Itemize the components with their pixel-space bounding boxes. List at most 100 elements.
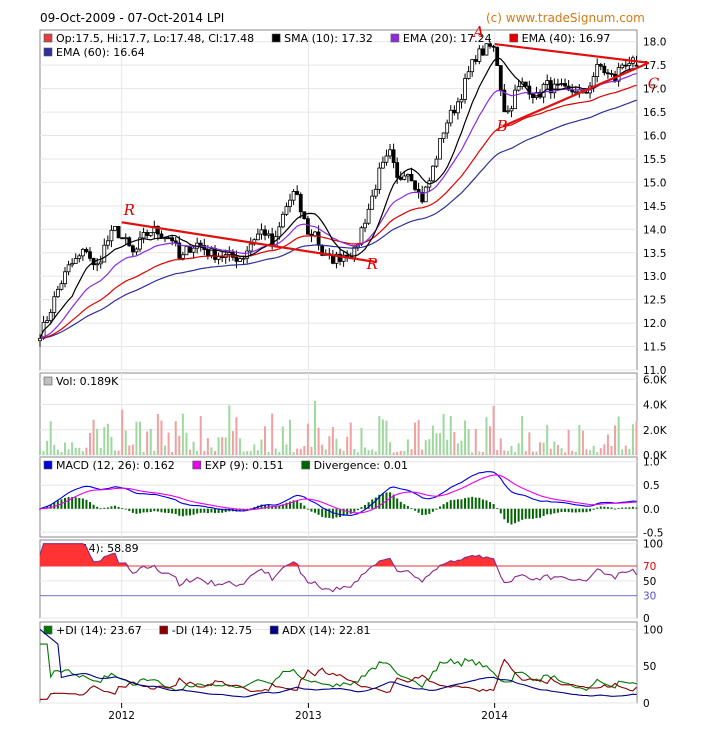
volume-bar bbox=[96, 428, 99, 455]
volume-bar bbox=[596, 452, 599, 455]
divergence-bar bbox=[467, 497, 470, 509]
divergence-bar bbox=[260, 504, 263, 509]
divergence-bar bbox=[331, 508, 334, 519]
candle-body bbox=[45, 320, 50, 323]
volume-bar bbox=[364, 447, 367, 455]
volume-bar bbox=[174, 421, 177, 455]
candle-body bbox=[620, 64, 625, 69]
divergence-bar bbox=[353, 508, 356, 512]
volume-bar bbox=[539, 442, 542, 455]
volume-bar bbox=[92, 419, 95, 455]
candle-body bbox=[548, 80, 553, 94]
volume-bar bbox=[449, 415, 452, 455]
divergence-bar bbox=[178, 508, 181, 516]
volume-bar bbox=[296, 448, 299, 455]
legend-label: Vol: 0.189K bbox=[56, 375, 119, 388]
divergence-bar bbox=[185, 508, 188, 516]
volume-bar bbox=[392, 452, 395, 455]
volume-bar bbox=[614, 425, 617, 455]
legend-label: -DI (14): 12.75 bbox=[172, 624, 252, 637]
y-tick-label: 15.0 bbox=[643, 177, 666, 189]
divergence-bar bbox=[214, 508, 217, 514]
sma-10-line bbox=[39, 57, 637, 339]
candle-body bbox=[291, 191, 296, 201]
legend-label: EMA (60): 16.64 bbox=[56, 46, 145, 59]
volume-bar bbox=[574, 451, 577, 455]
volume-bar bbox=[421, 449, 424, 455]
candle-body bbox=[284, 206, 289, 215]
divergence-bar bbox=[539, 508, 542, 518]
divergence-bar bbox=[356, 508, 359, 511]
divergence-bar bbox=[567, 508, 570, 513]
candle-body bbox=[506, 110, 510, 113]
volume-bar bbox=[189, 449, 192, 455]
y-tick-label: 12.0 bbox=[643, 318, 666, 330]
divergence-bar bbox=[289, 501, 292, 509]
candle-body bbox=[38, 337, 42, 342]
candle-body bbox=[105, 240, 110, 246]
candle-body bbox=[277, 226, 282, 238]
divergence-bar bbox=[474, 497, 477, 509]
divergence-bar bbox=[339, 508, 342, 518]
volume-bar bbox=[428, 439, 431, 455]
volume-bar bbox=[121, 409, 124, 455]
divergence-bar bbox=[314, 508, 317, 513]
volume-bar bbox=[331, 427, 334, 455]
divergence-bar bbox=[92, 504, 95, 509]
x-tick-label: 2014 bbox=[481, 710, 508, 722]
annotation-r: R bbox=[123, 201, 135, 219]
volume-bar bbox=[353, 449, 356, 455]
divergence-bar bbox=[546, 508, 549, 515]
divergence-bar bbox=[299, 502, 302, 509]
volume-bar bbox=[367, 450, 370, 455]
volume-bar bbox=[324, 449, 327, 455]
y-tick-label: 16.0 bbox=[643, 131, 666, 143]
candle-body bbox=[98, 261, 103, 265]
volume-bar bbox=[403, 451, 406, 455]
volume-bar bbox=[414, 422, 417, 455]
candle-body bbox=[595, 63, 600, 78]
divergence-bar bbox=[485, 500, 488, 509]
volume-bar bbox=[106, 423, 109, 455]
y-tick-label: 14.0 bbox=[643, 224, 666, 236]
candle-body bbox=[388, 149, 392, 157]
divergence-bar bbox=[589, 508, 592, 512]
candle-body bbox=[220, 256, 225, 258]
volume-bar bbox=[303, 446, 306, 455]
volume-bar bbox=[339, 448, 342, 455]
candle-body bbox=[423, 186, 428, 203]
candle-body bbox=[95, 263, 100, 266]
volume-bar bbox=[499, 438, 502, 455]
legend-swatch bbox=[192, 460, 202, 470]
volume-bar bbox=[264, 426, 267, 455]
candle-body bbox=[484, 43, 489, 56]
candle-body bbox=[441, 132, 446, 139]
volume-bar bbox=[224, 437, 227, 455]
volume-bar bbox=[374, 451, 377, 455]
divergence-bar bbox=[206, 508, 209, 514]
candle-body bbox=[288, 199, 292, 208]
candle-body bbox=[188, 246, 192, 253]
divergence-bar bbox=[292, 500, 295, 509]
divergence-bar bbox=[460, 499, 463, 509]
candle-body bbox=[316, 231, 321, 246]
volume-bar bbox=[99, 447, 102, 455]
candle-body bbox=[509, 108, 514, 112]
candle-body bbox=[77, 255, 82, 259]
y-tick-label: 0.0 bbox=[643, 504, 660, 516]
ema-20-line bbox=[39, 73, 637, 339]
volume-bar bbox=[253, 444, 256, 455]
legend-label: Divergence: 0.01 bbox=[314, 459, 408, 472]
volume-bar bbox=[53, 444, 56, 455]
candle-body bbox=[563, 83, 567, 87]
volume-bar bbox=[285, 444, 288, 455]
divergence-bar bbox=[103, 507, 106, 509]
divergence-bar bbox=[146, 508, 149, 513]
candle-body bbox=[606, 72, 610, 75]
volume-bar bbox=[60, 452, 63, 455]
y-tick-label: 18.0 bbox=[643, 37, 666, 49]
legend-swatch bbox=[509, 33, 518, 43]
divergence-bar bbox=[64, 497, 67, 509]
